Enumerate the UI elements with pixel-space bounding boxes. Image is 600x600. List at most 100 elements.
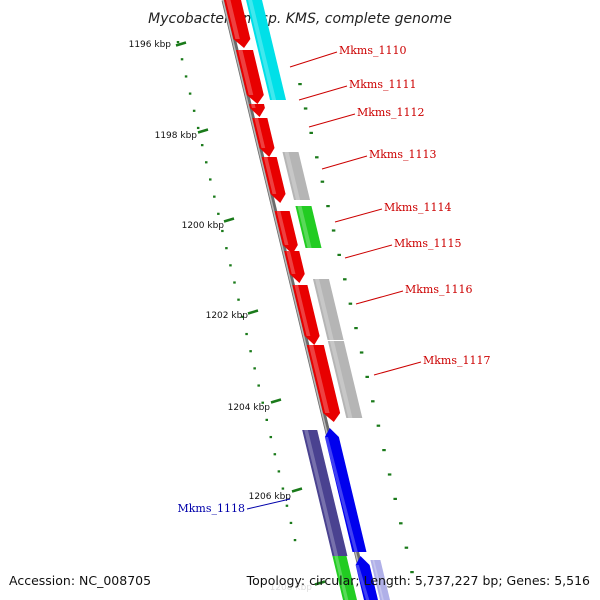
- gene-feature-red: [224, 0, 251, 48]
- scale-dot: [281, 487, 285, 490]
- scale-dot: [326, 205, 330, 208]
- gene-feature-red: [306, 345, 341, 422]
- scale-dot: [265, 418, 269, 421]
- scale-dot: [233, 281, 236, 284]
- scale-dot: [184, 75, 188, 78]
- scale-dot: [343, 278, 347, 281]
- gene-feature-blue: [324, 428, 367, 552]
- scale-tick-label: 1198 kbp: [155, 131, 198, 141]
- scale-dot: [217, 212, 220, 215]
- scale-dot: [225, 247, 228, 250]
- gene-feature-red: [292, 285, 320, 345]
- gene-feature-gray: [282, 152, 310, 200]
- scale-dot: [196, 126, 200, 130]
- scale-dot: [293, 539, 297, 542]
- scale-dot: [257, 384, 260, 387]
- scale-dot: [365, 375, 369, 378]
- scale-dot: [315, 156, 319, 159]
- scale-tick-label: 1202 kbp: [206, 311, 249, 321]
- gene-feature-navy: [302, 430, 348, 556]
- gene-labels: Mkms_1110 Mkms_1111 Mkms_1112 Mkms_1113 Mkms…: [178, 44, 491, 515]
- scale-dot: [354, 327, 358, 330]
- scale-dot: [261, 401, 264, 404]
- scale-tick-mark: [175, 41, 187, 47]
- scale-dot: [188, 92, 192, 95]
- scale-ticks: 1196 kbp 1198 kbp 1200 kbp 1202 kbp 1204 kbp…: [129, 40, 326, 593]
- scale-dot: [245, 332, 248, 336]
- gene-feature-green: [295, 206, 322, 248]
- scale-tick-label: 1196 kbp: [129, 40, 172, 50]
- scale-dot: [410, 571, 414, 574]
- scale-tick-label: 1204 kbp: [228, 403, 271, 413]
- scale-dot: [200, 144, 204, 147]
- scale-dot: [387, 473, 392, 476]
- scale-dot: [237, 298, 240, 301]
- scale-dot: [393, 497, 397, 500]
- gene-feature-cyan: [246, 0, 286, 100]
- gene-label: Mkms_1118: [178, 502, 246, 515]
- gene-feature-red: [236, 50, 264, 104]
- scale-dot: [204, 161, 208, 164]
- gene-feature-gray: [312, 279, 344, 340]
- gene-feature-red: [261, 157, 286, 203]
- gene-feature-red: [274, 211, 298, 254]
- scale-dot: [371, 400, 375, 403]
- scale-dot: [289, 521, 293, 525]
- gene-label: Mkms_1113: [369, 148, 437, 161]
- scale-tick-mark: [197, 128, 209, 134]
- accession-text: Accession: NC_008705: [9, 573, 152, 588]
- gene-label-leader-line: [321, 155, 368, 170]
- scale-dot: [229, 264, 232, 267]
- gene-features: [224, 0, 390, 600]
- gene-feature-red: [248, 104, 265, 117]
- scale-dot: [320, 180, 325, 183]
- gene-label: Mkms_1117: [423, 354, 491, 367]
- gene-label: Mkms_1111: [349, 78, 417, 91]
- gene-label: Mkms_1114: [384, 201, 452, 214]
- scale-dot: [192, 109, 196, 112]
- genome-summary-text: Topology: circular; Length: 5,737,227 bp…: [246, 573, 590, 588]
- gene-label: Mkms_1116: [405, 283, 473, 296]
- scale-tick-label: 1208 kbp: [270, 583, 313, 593]
- scale-dot: [209, 178, 212, 181]
- gene-label: Mkms_1110: [339, 44, 407, 57]
- scale-dot: [273, 453, 277, 456]
- scale-tick-mark: [223, 217, 235, 223]
- gene-feature-blue: [355, 556, 378, 600]
- gene-label-leader-line: [355, 290, 404, 305]
- scale-dot: [176, 41, 180, 44]
- scale-dot: [298, 83, 302, 86]
- map-title: Mycobacterium sp. KMS, complete genome: [148, 11, 452, 27]
- scale-tick-mark: [314, 580, 326, 586]
- scale-dot: [331, 229, 336, 232]
- scale-tick-mark: [291, 487, 303, 493]
- scale-dot: [221, 229, 224, 233]
- scale-dot: [359, 351, 364, 354]
- scale-dot: [253, 367, 256, 370]
- scale-dots: [176, 41, 414, 574]
- gene-label-leader-line: [298, 85, 348, 101]
- gene-label-leader-line: [373, 361, 422, 376]
- scale-dot: [309, 131, 313, 134]
- scale-tick-label: 1206 kbp: [249, 492, 292, 502]
- scale-dot: [399, 522, 403, 525]
- scale-dot: [404, 546, 409, 549]
- gene-label: Mkms_1115: [394, 237, 462, 250]
- gene-feature-red: [252, 118, 275, 157]
- scale-dot: [249, 350, 252, 353]
- scale-dot: [348, 302, 353, 305]
- gene-feature-green: [332, 556, 357, 600]
- scale-dot: [213, 195, 216, 198]
- gene-label-leader-line: [334, 208, 383, 223]
- scale-dot: [277, 470, 281, 473]
- scale-dot: [376, 424, 381, 427]
- scale-dot: [382, 449, 386, 452]
- scale-tick-mark: [270, 398, 282, 404]
- gene-label: Mkms_1112: [357, 106, 425, 119]
- gene-feature-lavender: [370, 560, 390, 600]
- gene-label-leader-line: [246, 498, 291, 510]
- scale-dot: [303, 107, 308, 110]
- gene-label-leader-line: [308, 113, 356, 128]
- scale-tick-label: 1200 kbp: [182, 221, 225, 231]
